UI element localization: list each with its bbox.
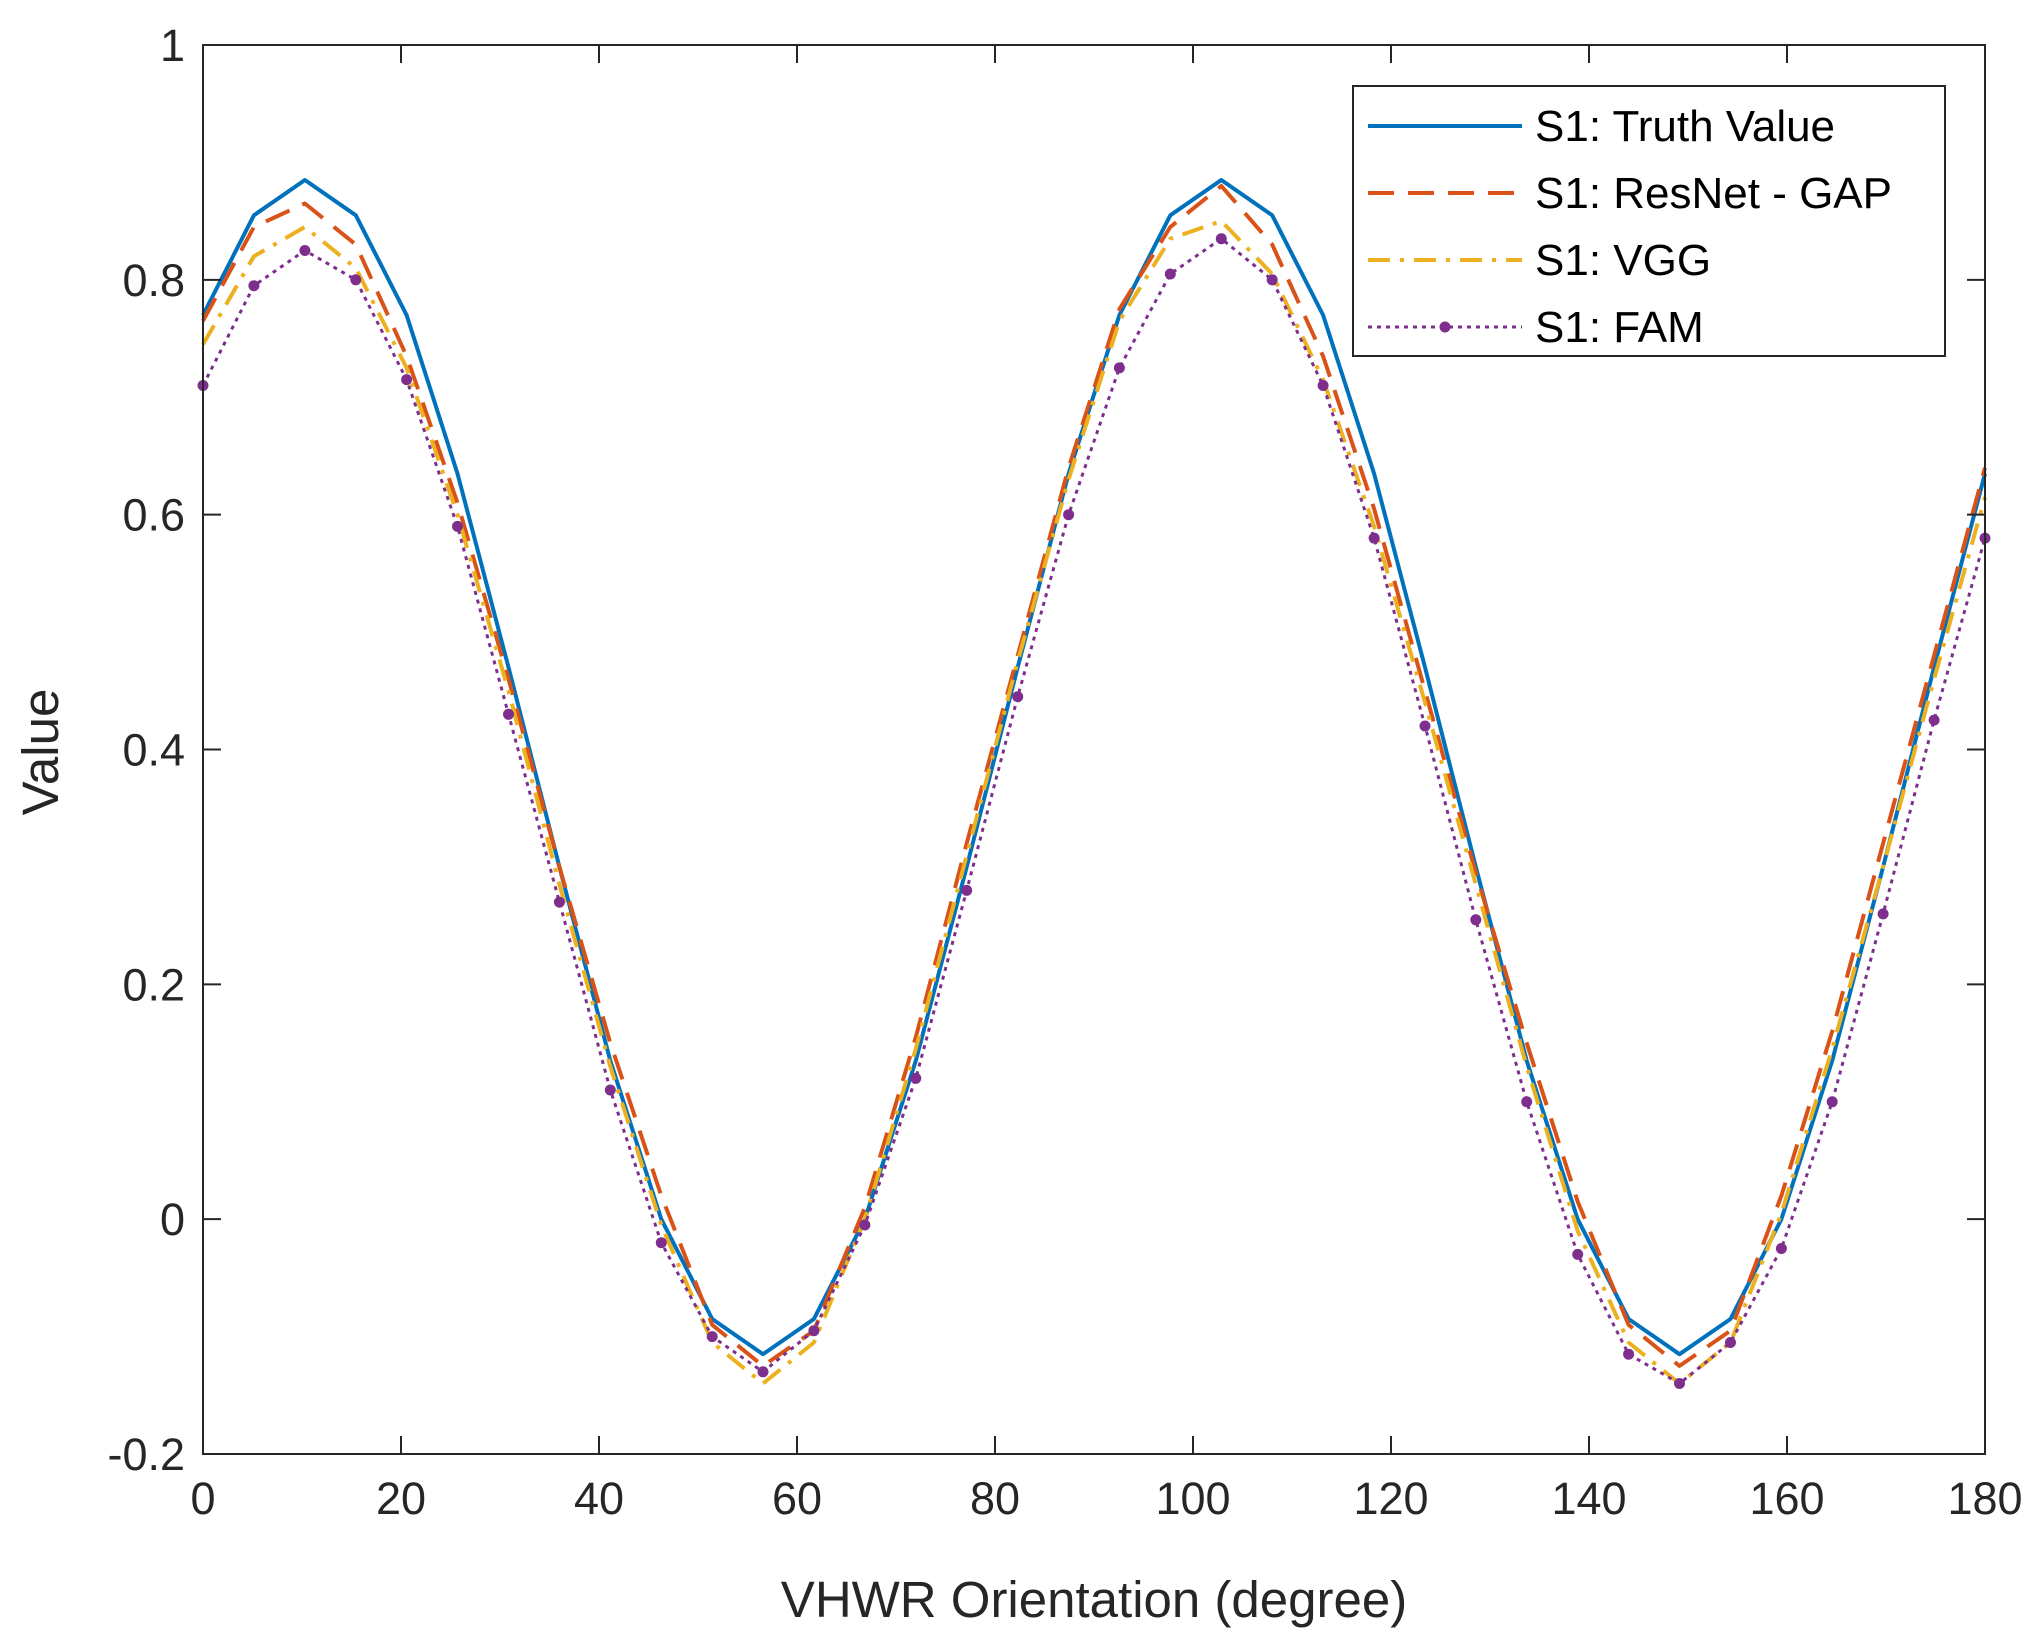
x-tick-label: 180 [1947,1473,2022,1524]
series-point [1623,1348,1635,1360]
series-point [1368,532,1380,544]
series-point [808,1325,820,1337]
series-line [201,237,1987,1385]
x-tick-label: 60 [772,1473,822,1524]
y-tick-label: 0.2 [122,959,185,1010]
series-point [655,1237,667,1249]
series-point [1572,1248,1584,1260]
x-tick-label: 160 [1749,1473,1824,1524]
x-tick-label: 120 [1353,1473,1428,1524]
legend-items: S1: Truth Value S1: ResNet - GAP S1: VGG S1… [1368,102,1892,352]
y-axis-label: Value [12,689,69,816]
series-point [604,1084,616,1096]
series-point [1725,1337,1736,1348]
series-point [1419,720,1431,732]
series-point [1266,274,1278,286]
series-point [859,1219,871,1231]
series-point [503,708,514,720]
y-tick-label: 0.6 [122,490,185,541]
series-point [299,245,311,256]
x-tick-label: 20 [376,1473,426,1524]
series-line [201,183,1987,1368]
series-point [1164,268,1176,280]
series-layer [197,178,1991,1389]
x-tick-label: 0 [190,1473,215,1524]
x-tick-label: 100 [1155,1473,1230,1524]
series-point [961,884,973,896]
series-point [910,1072,922,1084]
y-tick-label: -0.2 [107,1429,185,1480]
x-tick-label: 140 [1551,1473,1626,1524]
series-point [706,1331,718,1343]
series-point [757,1366,769,1378]
y-tick-label: 0.4 [122,725,185,776]
series-point [1113,362,1125,374]
series-point [1012,691,1024,703]
series-point [452,520,463,532]
y-tick-label: 0.8 [122,255,185,306]
series-point [1521,1096,1533,1108]
series-point [1674,1378,1685,1389]
series-point [350,274,362,286]
series-point [1317,380,1329,391]
series-point [1775,1243,1787,1254]
series-point [553,896,565,908]
legend-label: S1: FAM [1535,303,1704,352]
legend-label: S1: ResNet - GAP [1535,169,1892,218]
series-point [1215,233,1227,245]
series-point [1877,908,1889,920]
legend-label: S1: Truth Value [1535,102,1835,151]
y-tick-label: 1 [160,20,185,71]
series-line [201,178,1987,1357]
tick-layer: 0 20 40 60 80 100 120 140 160 180-0.200.20.40.60.… [107,20,2022,1524]
series-point [401,374,413,386]
legend-box [1352,85,1946,357]
series-point [248,280,260,292]
series-point [1470,914,1482,926]
series-line [201,219,1987,1386]
legend-label: S1: VGG [1535,236,1711,285]
series-point [1826,1096,1838,1108]
x-tick-label: 40 [574,1473,624,1524]
series-point [1063,509,1075,521]
x-axis-label: VHWR Orientation (degree) [781,1571,1407,1628]
y-tick-label: 0 [160,1194,185,1245]
series-point [1928,714,1940,726]
x-tick-label: 80 [970,1473,1020,1524]
legend: S1: Truth Value S1: ResNet - GAP S1: VGG S1… [1352,85,1946,357]
legend-marker [1439,321,1451,333]
